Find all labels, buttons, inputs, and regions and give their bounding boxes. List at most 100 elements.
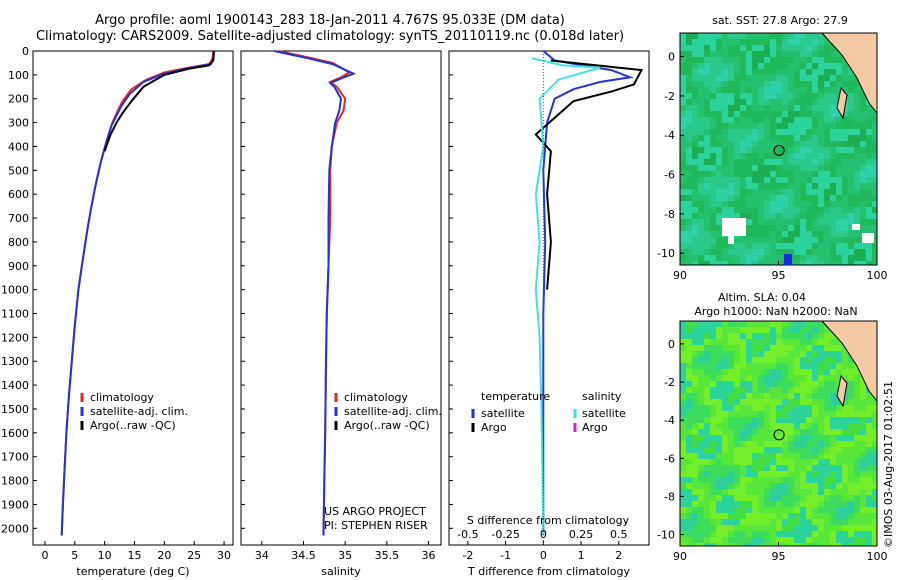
- sla_map-cell: [716, 369, 722, 375]
- sst_map-cell: [770, 69, 776, 75]
- sst_map-cell: [788, 75, 794, 81]
- sst_map-cell: [836, 219, 842, 225]
- sla_map-cell: [836, 453, 842, 459]
- sla_map-cell: [734, 531, 740, 537]
- sla_map-cell: [860, 447, 866, 453]
- sst_map-cell: [716, 177, 722, 183]
- sst_map-cell: [734, 261, 740, 265]
- sla_map-cell: [722, 405, 728, 411]
- sla_map-cell: [716, 375, 722, 381]
- sst_map-cell: [818, 57, 824, 63]
- sla_map-cell: [692, 375, 698, 381]
- sst_map-cell: [728, 81, 734, 87]
- sla_map-cell: [680, 483, 686, 489]
- temperature-xlabel: temperature (deg C): [76, 565, 189, 578]
- sst_map-cell: [710, 177, 716, 183]
- sla_map-cell: [848, 399, 854, 405]
- sst_map-cell: [806, 111, 812, 117]
- sst_map-cell: [794, 63, 800, 69]
- sst_map-cell: [830, 147, 836, 153]
- sla_map-cell: [740, 519, 746, 525]
- sst_map-cell: [722, 75, 728, 81]
- sla_map-cell: [698, 423, 704, 429]
- sst_map-cell: [686, 45, 692, 51]
- sla_map-cell: [722, 453, 728, 459]
- sst_map-cell: [848, 69, 854, 75]
- sla_map-cell: [698, 441, 704, 447]
- sla_map-cell: [818, 483, 824, 489]
- sst_map-cell: [806, 231, 812, 237]
- sst_map-cell: [722, 183, 728, 189]
- sla_map-cell: [698, 459, 704, 465]
- sla_map-cell: [764, 399, 770, 405]
- sst_map-cell: [836, 129, 842, 135]
- sla_map-cell: [854, 513, 860, 519]
- sla_map-cell: [854, 507, 860, 513]
- sla_map-cell: [788, 441, 794, 447]
- sla_map-cell: [836, 507, 842, 513]
- sst_map-cell: [818, 81, 824, 87]
- sst_map-cell: [740, 51, 746, 57]
- sla_map-cell: [686, 441, 692, 447]
- sla_map-cell: [704, 339, 710, 345]
- sla_map-cell: [716, 465, 722, 471]
- sla_map-cell: [812, 537, 818, 543]
- sst_map-cell: [800, 57, 806, 63]
- sla_map-cell: [698, 537, 704, 543]
- sla_map-cell: [692, 501, 698, 507]
- sst_map-ytick-label: -2: [664, 90, 675, 103]
- sst_map-cell: [824, 75, 830, 81]
- sst_map-cell: [860, 189, 866, 195]
- sla_map-cell: [740, 489, 746, 495]
- sla_map-cell: [860, 417, 866, 423]
- sst_map-cell: [794, 231, 800, 237]
- sst_map-cell: [782, 51, 788, 57]
- sla_map-cell: [716, 531, 722, 537]
- sla_map-cell: [716, 471, 722, 477]
- sst_map-cell: [704, 69, 710, 75]
- sst_map-cell: [866, 201, 872, 207]
- depth-tick-label: 600: [8, 188, 29, 201]
- sla_map-cell: [872, 513, 877, 519]
- sst_map-cell: [704, 171, 710, 177]
- sla_map-cell: [794, 357, 800, 363]
- sst_map-cell: [728, 39, 734, 45]
- sst_map-cell: [818, 177, 824, 183]
- sla_map-ytick-label: 0: [668, 338, 675, 351]
- sla_map-cell: [698, 375, 704, 381]
- sst_map-cell: [788, 159, 794, 165]
- sst_map-cell: [872, 195, 877, 201]
- sla_map-cell: [764, 435, 770, 441]
- sla_map-cell: [770, 495, 776, 501]
- sst_map-cell: [698, 177, 704, 183]
- project-annotation: PI: STEPHEN RISER: [324, 519, 428, 532]
- sst_map-cell: [764, 87, 770, 93]
- sst_map-cell: [824, 147, 830, 153]
- sla_map-cell: [854, 543, 860, 546]
- sst_map-cell: [686, 171, 692, 177]
- sst_map-cell: [740, 189, 746, 195]
- sla_map-cell: [824, 327, 830, 333]
- sla_map-cell: [830, 477, 836, 483]
- sla_map-cell: [806, 543, 812, 546]
- sst_map-cell: [710, 69, 716, 75]
- sla_map-cell: [860, 543, 866, 546]
- sla_map-cell: [758, 519, 764, 525]
- sst_map-cell: [794, 105, 800, 111]
- sla_map-cell: [698, 417, 704, 423]
- sla_map-cell: [722, 321, 728, 327]
- sla_map-ytick-label: -6: [664, 452, 675, 465]
- sst_map-cell: [716, 159, 722, 165]
- sla_map-cell: [758, 459, 764, 465]
- sla_map-cell: [734, 507, 740, 513]
- sst_map-cell: [794, 147, 800, 153]
- sst_map-cell: [788, 171, 794, 177]
- sla_map-cell: [752, 471, 758, 477]
- sst_map-cell: [752, 177, 758, 183]
- sst_map-cell: [704, 153, 710, 159]
- sla_map-cell: [740, 417, 746, 423]
- sla_map-cell: [692, 465, 698, 471]
- sla_map-cell: [848, 441, 854, 447]
- sla_map-cell: [734, 519, 740, 525]
- sla_map-cell: [860, 441, 866, 447]
